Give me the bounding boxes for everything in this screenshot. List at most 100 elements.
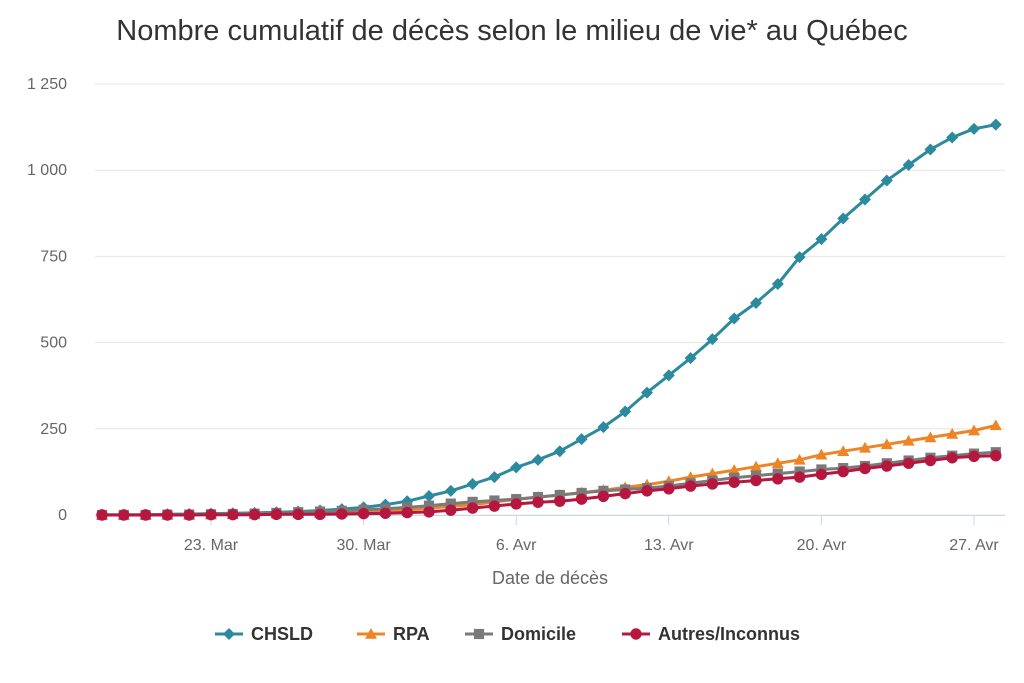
legend-item[interactable]: Domicile [465, 624, 576, 644]
data-point [880, 174, 893, 187]
data-point [510, 461, 523, 474]
data-point [118, 509, 130, 521]
data-point [641, 485, 653, 497]
data-point [968, 122, 980, 135]
data-point [815, 233, 828, 246]
data-point [968, 450, 980, 463]
series-4 [96, 449, 1002, 521]
data-point [815, 468, 828, 481]
legend-item[interactable]: RPA [357, 624, 430, 644]
data-point [793, 453, 806, 465]
y-tick-label: 1 250 [27, 76, 67, 93]
x-tick-label: 20. Avr [797, 537, 847, 554]
data-point [357, 507, 370, 520]
data-point [292, 508, 304, 521]
data-point [859, 193, 871, 206]
x-tick-label: 30. Mar [336, 537, 391, 554]
data-point [902, 159, 915, 172]
data-point [488, 500, 501, 512]
y-tick-label: 750 [40, 248, 67, 265]
legend-item[interactable]: CHSLD [215, 624, 313, 644]
legend-symbol-marker [630, 628, 642, 640]
data-point [467, 496, 478, 507]
x-tick-label: 13. Avr [644, 537, 694, 554]
legend-label: RPA [393, 624, 430, 644]
data-point [771, 277, 784, 290]
y-tick-label: 0 [58, 507, 67, 524]
data-point [96, 509, 108, 521]
legend-symbol-marker [223, 628, 235, 640]
data-point [575, 433, 588, 446]
series-1 [96, 118, 1002, 521]
data-point [641, 386, 653, 399]
y-tick-label: 500 [40, 335, 67, 352]
data-point [270, 508, 283, 521]
data-point [859, 462, 871, 475]
data-point [445, 498, 456, 509]
data-point [423, 506, 435, 518]
legend-label: Domicile [501, 624, 576, 644]
legend-item[interactable]: Autres/Inconnus [622, 624, 800, 644]
data-point [466, 477, 479, 490]
legend-label: CHSLD [251, 624, 313, 644]
data-point [750, 474, 762, 487]
data-point [401, 506, 413, 519]
data-point [379, 507, 392, 519]
data-point [445, 504, 457, 516]
data-point [968, 424, 980, 436]
legend-symbol-marker [365, 628, 377, 639]
data-point [554, 489, 565, 501]
data-point [837, 465, 849, 478]
data-point [662, 369, 675, 382]
data-point [989, 118, 1002, 131]
x-tick-label: 23. Mar [184, 537, 239, 554]
y-tick-label: 1 000 [27, 162, 67, 179]
data-point [488, 471, 501, 484]
data-point [772, 473, 784, 485]
data-point [837, 445, 850, 457]
x-tick-label: 27. Avr [949, 537, 999, 554]
data-point [706, 478, 719, 490]
data-point [728, 476, 740, 488]
data-point [924, 431, 937, 443]
data-point [750, 296, 762, 309]
data-point [924, 143, 937, 156]
data-point [619, 487, 631, 500]
data-point [902, 457, 915, 469]
series-group [96, 118, 1002, 521]
data-point [597, 421, 610, 434]
data-point [902, 434, 915, 446]
data-point [597, 490, 610, 503]
data-point [946, 427, 959, 439]
data-point [815, 448, 828, 460]
data-point [881, 460, 893, 472]
data-point [466, 502, 479, 514]
data-point [532, 453, 544, 466]
data-point [663, 483, 675, 495]
data-point [532, 496, 544, 508]
data-point [684, 352, 697, 365]
x-axis: 23. Mar 30. Mar 6. Avr 13. Avr 20. Avr 27. Av… [95, 515, 1005, 554]
data-point [750, 460, 762, 472]
data-point [728, 464, 741, 475]
chart-title: Nombre cumulatif de décès selon le milie… [116, 15, 907, 47]
series-line [100, 123, 998, 517]
legend[interactable]: CHSLD RPA Domicile Autres/Inconnus [215, 624, 800, 644]
y-tick-label: 250 [40, 421, 67, 438]
data-point [575, 493, 588, 505]
legend-label: Autres/Inconnus [658, 624, 800, 644]
data-point [946, 452, 958, 464]
data-point [989, 419, 1002, 431]
data-point [859, 441, 871, 453]
data-point [183, 509, 195, 521]
data-point [990, 449, 1002, 462]
data-point [837, 212, 850, 225]
data-point [423, 490, 435, 503]
data-point [946, 131, 959, 144]
data-point [248, 508, 261, 521]
data-point [554, 495, 566, 507]
data-point [684, 480, 697, 492]
data-point [444, 484, 457, 497]
data-point [423, 500, 435, 511]
